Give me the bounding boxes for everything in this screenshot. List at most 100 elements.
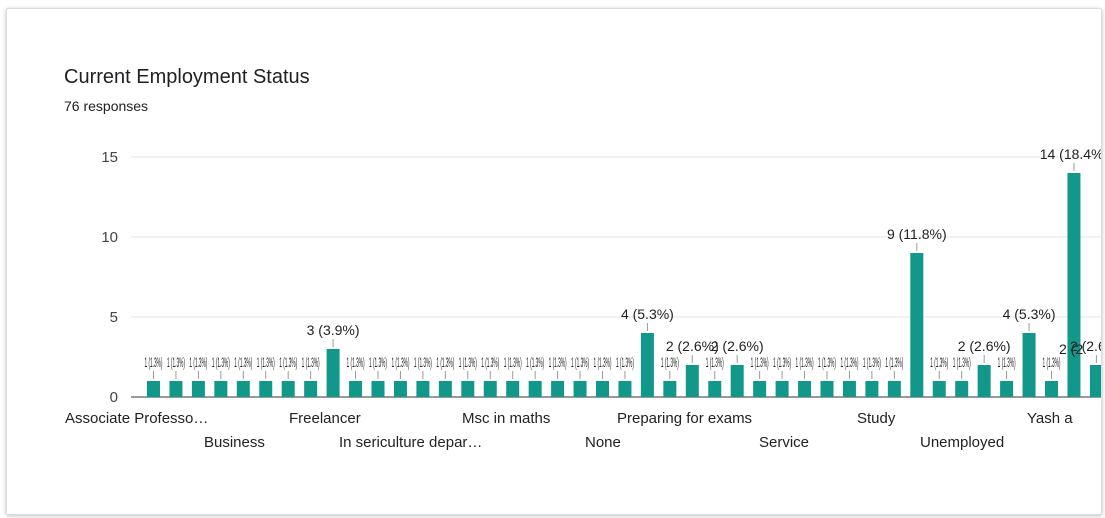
data-label: 4 (5.3%) bbox=[1003, 306, 1056, 322]
data-label: 1 (1.3%) bbox=[706, 354, 724, 370]
chart-title: Current Employment Status bbox=[64, 66, 310, 88]
x-category-label: Msc in maths bbox=[462, 410, 550, 427]
data-label: 1 (1.3%) bbox=[347, 354, 365, 370]
data-label: 1 (1.3%) bbox=[863, 354, 881, 370]
bar bbox=[775, 381, 789, 397]
data-label: 1 (1.3%) bbox=[1043, 354, 1061, 370]
data-label: 1 (1.3%) bbox=[840, 354, 858, 370]
bar bbox=[685, 365, 699, 397]
data-label: 1 (1.3%) bbox=[436, 354, 454, 370]
data-label: 1 (1.3%) bbox=[594, 354, 612, 370]
bar bbox=[932, 381, 946, 397]
bar bbox=[416, 381, 430, 397]
bar bbox=[842, 381, 856, 397]
bar bbox=[1022, 333, 1036, 397]
bar bbox=[753, 381, 767, 397]
data-label: 1 (1.3%) bbox=[796, 354, 814, 370]
bar bbox=[618, 381, 632, 397]
y-tick-label: 0 bbox=[110, 389, 118, 406]
bar bbox=[214, 381, 228, 397]
bar bbox=[304, 381, 318, 397]
data-label: 1 (1.3%) bbox=[212, 354, 230, 370]
bar bbox=[730, 365, 744, 397]
bar bbox=[977, 365, 991, 397]
y-tick-label: 15 bbox=[101, 149, 118, 166]
data-label: 1 (1.3%) bbox=[481, 354, 499, 370]
data-label: 1 (1.3%) bbox=[998, 354, 1016, 370]
data-label: 1 (1.3%) bbox=[189, 354, 207, 370]
bar bbox=[528, 381, 542, 397]
x-category-label: Preparing for exams bbox=[617, 410, 752, 427]
data-label: 1 (1.3%) bbox=[616, 354, 634, 370]
data-label: 1 (1.3%) bbox=[459, 354, 477, 370]
bar bbox=[393, 381, 407, 397]
bar bbox=[326, 349, 340, 397]
data-label: 2 (2.6%) bbox=[711, 338, 764, 354]
data-label: 1 (1.3%) bbox=[414, 354, 432, 370]
bar bbox=[371, 381, 385, 397]
data-label-partial: 2 (2 bbox=[1059, 341, 1083, 357]
data-label: 4 (5.3%) bbox=[621, 306, 674, 322]
x-category-label: Associate Professo… bbox=[65, 410, 208, 427]
bar bbox=[349, 381, 363, 397]
bar bbox=[1000, 381, 1014, 397]
bar bbox=[708, 381, 722, 397]
bar bbox=[1067, 173, 1081, 397]
data-label: 2 (2.6%) bbox=[1070, 338, 1101, 354]
bar bbox=[147, 381, 160, 397]
x-category-label: Freelancer bbox=[289, 410, 361, 427]
bar bbox=[865, 381, 879, 397]
bar bbox=[1045, 381, 1058, 397]
bar bbox=[887, 381, 901, 397]
bar bbox=[640, 333, 654, 397]
bar bbox=[573, 381, 587, 397]
bar bbox=[1089, 365, 1101, 397]
data-label: 1 (1.3%) bbox=[234, 354, 252, 370]
data-label: 1 (1.3%) bbox=[391, 354, 409, 370]
data-label: 1 (1.3%) bbox=[773, 354, 791, 370]
bar bbox=[483, 381, 497, 397]
data-label: 1 (1.3%) bbox=[167, 354, 185, 370]
response-count: 76 responses bbox=[64, 98, 149, 114]
x-category-label: Yash a bbox=[1027, 410, 1073, 427]
data-label: 1 (1.3%) bbox=[953, 354, 971, 370]
data-label: 2 (2.6%) bbox=[958, 338, 1011, 354]
data-label: 3 (3.9%) bbox=[307, 322, 360, 338]
bar bbox=[596, 381, 609, 397]
bar bbox=[236, 381, 250, 397]
x-category-label: None bbox=[585, 434, 621, 451]
bar bbox=[281, 381, 295, 397]
bar bbox=[191, 381, 205, 397]
data-label: 2 (2.6%) bbox=[666, 338, 719, 354]
x-category-label: Service bbox=[759, 434, 809, 451]
data-label: 1 (1.3%) bbox=[369, 354, 387, 370]
data-label: 1 (1.3%) bbox=[302, 354, 320, 370]
bar bbox=[461, 381, 475, 397]
bar bbox=[955, 381, 969, 397]
data-label: 1 (1.3%) bbox=[504, 354, 522, 370]
data-label: 1 (1.3%) bbox=[526, 354, 544, 370]
data-label: 1 (1.3%) bbox=[661, 354, 679, 370]
bar bbox=[820, 381, 834, 397]
bar bbox=[798, 381, 812, 397]
bar bbox=[910, 253, 924, 397]
bar bbox=[169, 381, 183, 397]
chart-card: Current Employment Status 76 responses 0… bbox=[6, 8, 1102, 515]
y-tick-label: 10 bbox=[101, 229, 118, 246]
data-label: 14 (18.4%) bbox=[1040, 146, 1101, 162]
data-label: 1 (1.3%) bbox=[257, 354, 275, 370]
bar bbox=[438, 381, 452, 397]
data-label: 1 (1.3%) bbox=[751, 354, 769, 370]
bar bbox=[663, 381, 677, 397]
data-label: 9 (11.8%) bbox=[887, 226, 947, 242]
bar bbox=[259, 381, 273, 397]
x-category-label: Unemployed bbox=[920, 434, 1004, 451]
data-label: 1 (1.3%) bbox=[571, 354, 589, 370]
x-category-label: Business bbox=[204, 434, 265, 451]
data-label: 1 (1.3%) bbox=[279, 354, 297, 370]
y-tick-label: 5 bbox=[110, 309, 118, 326]
bar bbox=[551, 381, 565, 397]
x-category-label: In sericulture depar… bbox=[339, 434, 482, 451]
bar bbox=[506, 381, 520, 397]
